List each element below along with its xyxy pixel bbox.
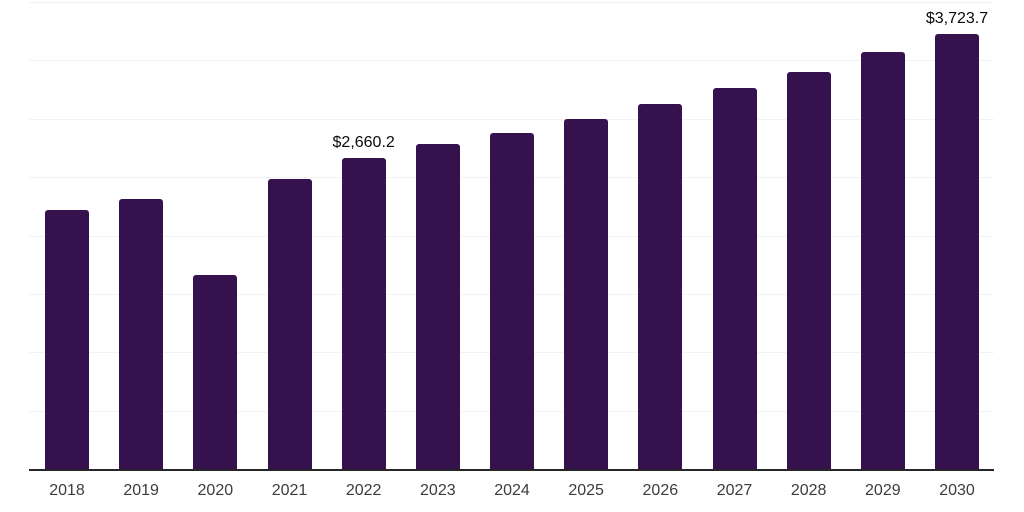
bar-2018[interactable] — [45, 209, 89, 469]
x-tick-2022: 2022 — [345, 482, 382, 499]
x-axis-line — [29, 469, 994, 471]
x-tick-2029: 2029 — [865, 482, 901, 499]
x-tick-2024: 2024 — [494, 482, 530, 499]
gridline-3500 — [29, 60, 994, 62]
bar-2019[interactable] — [119, 199, 164, 469]
bar-2027[interactable] — [712, 88, 757, 469]
bar-2030[interactable] — [935, 34, 979, 469]
gridline-3000 — [29, 118, 994, 120]
data-label-2030: $3,723.7 — [925, 10, 989, 28]
x-tick-2023: 2023 — [420, 482, 456, 499]
x-tick-2019: 2019 — [123, 482, 159, 499]
x-tick-2021: 2021 — [271, 482, 308, 499]
plot-area: $2,660.2 $3,723.7 — [29, 2, 994, 469]
x-tick-2018: 2018 — [49, 482, 85, 499]
data-label-2022: $2,660.2 — [332, 134, 395, 152]
x-tick-2028: 2028 — [790, 482, 827, 499]
bar-2023[interactable] — [415, 144, 460, 469]
bar-2029[interactable] — [860, 52, 905, 469]
bar-2024[interactable] — [490, 132, 534, 469]
gridline-4000 — [29, 2, 994, 3]
bar-2025[interactable] — [564, 118, 609, 469]
bar-2021[interactable] — [267, 179, 312, 469]
x-tick-2027: 2027 — [716, 482, 753, 499]
x-tick-2030: 2030 — [939, 482, 975, 499]
bar-2022[interactable] — [341, 158, 386, 469]
x-tick-2020: 2020 — [197, 482, 234, 499]
x-axis-labels: 2018 2019 2020 2021 2022 2023 2024 2025 2026 2027… — [29, 471, 994, 512]
bar-2020[interactable] — [193, 275, 238, 469]
x-tick-2025: 2025 — [568, 482, 604, 499]
x-tick-2026: 2026 — [642, 482, 679, 499]
bar-2028[interactable] — [786, 72, 831, 469]
bar-2026[interactable] — [638, 103, 683, 469]
